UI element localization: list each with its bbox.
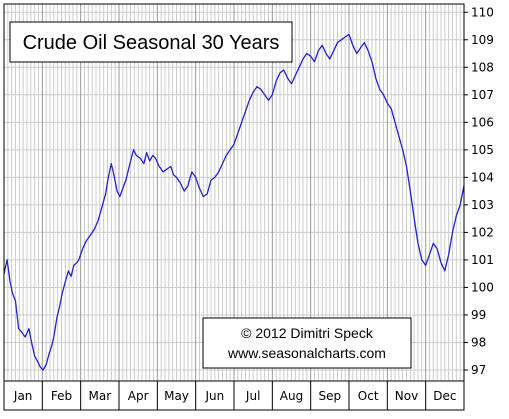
ytick-label: 101 bbox=[471, 253, 494, 267]
ytick-label: 110 bbox=[471, 5, 494, 19]
xtick-label: Sep bbox=[319, 389, 342, 403]
ytick-label: 103 bbox=[471, 198, 494, 212]
xtick-label: Mar bbox=[89, 389, 112, 403]
ytick-layer: 97 98 99 100 101 102 103 104 105 106 107 108 109 110 bbox=[464, 5, 494, 377]
credit-line-1: © 2012 Dimitri Speck bbox=[241, 325, 374, 341]
title-box: Crude Oil Seasonal 30 Years bbox=[9, 21, 293, 63]
line-layer bbox=[3, 33, 465, 371]
xtick-label: Oct bbox=[358, 389, 379, 403]
xaxis-layer: Jan Feb Mar Apr May Jun Jul Aug Sep Oct Nov Dec bbox=[3, 380, 465, 411]
chart-title: Crude Oil Seasonal 30 Years bbox=[23, 32, 280, 54]
ytick-label: 109 bbox=[471, 33, 494, 47]
ytick-label: 106 bbox=[471, 115, 494, 129]
series-line-0 bbox=[3, 33, 465, 371]
ytick-label: 107 bbox=[471, 88, 494, 102]
ytick-label: 104 bbox=[471, 170, 494, 184]
credit-box: © 2012 Dimitri Speck www.seasonalcharts.… bbox=[202, 317, 412, 369]
xtick-label: Jul bbox=[245, 389, 260, 403]
xtick-label: Dec bbox=[433, 389, 456, 403]
credit-line-2: www.seasonalcharts.com bbox=[227, 345, 386, 361]
ytick-label: 100 bbox=[471, 280, 494, 294]
ytick-label: 99 bbox=[471, 308, 486, 322]
ytick-label: 97 bbox=[471, 363, 486, 377]
ytick-label: 105 bbox=[471, 143, 494, 157]
ytick-label: 102 bbox=[471, 225, 494, 239]
xtick-label: Feb bbox=[51, 389, 72, 403]
xtick-label: Jan bbox=[13, 389, 33, 403]
xtick-label: Aug bbox=[280, 389, 303, 403]
xtick-label: Jun bbox=[204, 389, 224, 403]
xtick-label: Nov bbox=[395, 389, 418, 403]
xtick-label: May bbox=[164, 389, 189, 403]
xtick-label: Apr bbox=[128, 389, 149, 403]
ytick-label: 108 bbox=[471, 60, 494, 74]
ytick-label: 98 bbox=[471, 335, 486, 349]
